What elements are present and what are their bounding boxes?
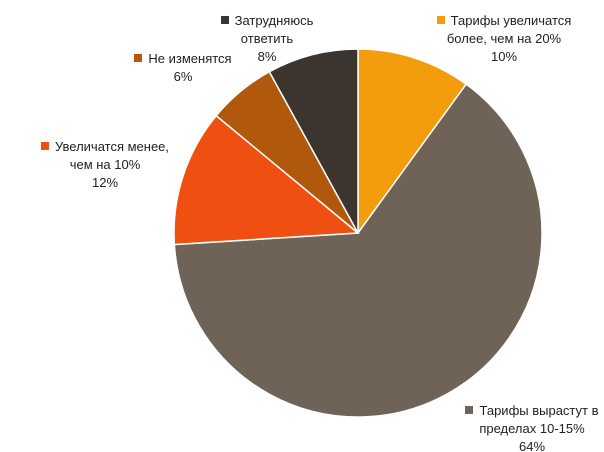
legend-swatch (436, 16, 445, 24)
pie-slice (268, 48, 359, 234)
slice-label: Не изменятся 6% (118, 50, 248, 86)
category-name: Тарифы увеличатся более, чем на 20% (446, 13, 572, 46)
value-label: 6% (173, 69, 193, 84)
category-name: Затрудняюсь ответить (234, 13, 314, 46)
legend-swatch (40, 142, 49, 150)
value-label: 10% (490, 49, 518, 64)
value-label: 12% (91, 175, 119, 190)
value-label: 64% (518, 439, 546, 452)
category-name: Тарифы вырастут в пределах 10-15% (479, 403, 599, 436)
category-name: Не изменятся (148, 51, 232, 66)
value-label: 8% (257, 49, 277, 64)
legend-swatch (465, 406, 474, 414)
slice-label: Тарифы вырастут в пределах 10-15% 64% (452, 402, 604, 452)
slice-label: Затрудняюсь ответить 8% (212, 12, 322, 66)
pie-slice (173, 114, 360, 246)
legend-swatch (134, 54, 143, 62)
slice-label: Тарифы увеличатся более, чем на 20% 10% (424, 12, 584, 66)
legend-swatch (220, 16, 229, 24)
category-name: Увеличатся менее, чем на 10% (54, 139, 170, 172)
pie-slice (357, 48, 468, 236)
pie-slice (173, 83, 543, 418)
slice-label: Увеличатся менее, чем на 10% 12% (30, 138, 180, 192)
